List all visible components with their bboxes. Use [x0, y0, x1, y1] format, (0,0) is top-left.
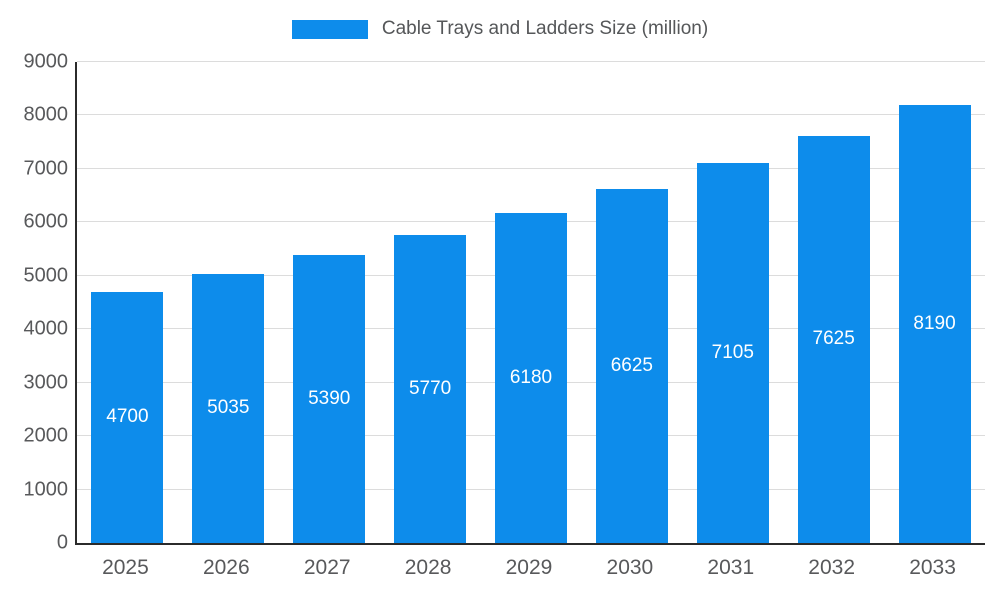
bar: 8190	[898, 105, 971, 543]
legend-swatch	[291, 19, 368, 39]
y-tick-label: 2000	[23, 424, 69, 447]
x-tick-label: 2031	[707, 556, 755, 579]
bar-value-label: 4700	[106, 406, 149, 428]
bar: 5390	[293, 254, 366, 543]
bar-slot: 8190	[884, 62, 985, 543]
y-axis: 0 1000 2000 3000 4000 5000 6000 7000 8000 9000	[0, 51, 69, 554]
y-tick-label: 9000	[23, 50, 69, 73]
y-tick-label: 7000	[23, 157, 69, 180]
y-tick-label: 6000	[23, 210, 69, 233]
bar-value-label: 6625	[610, 354, 654, 376]
bar-value-label: 7105	[711, 342, 754, 364]
y-tick-label: 5000	[23, 264, 69, 287]
bar-slot: 5770	[380, 62, 481, 543]
bar: 4700	[91, 291, 164, 543]
x-tick-label: 2028	[404, 556, 452, 579]
bar-value-label: 8190	[913, 313, 956, 335]
bar: 6625	[595, 188, 668, 543]
bar: 5035	[192, 273, 265, 543]
x-tick-label: 2027	[303, 556, 351, 579]
x-axis: 2025 2026 2027 2028 2029 2030 2031 2032 2033	[75, 550, 983, 584]
bar: 6180	[494, 212, 567, 543]
plot-area: 4700 5035 5390 5770 6180 6625 7105 7625 8190	[75, 61, 985, 545]
y-tick-label: 3000	[23, 371, 69, 394]
y-tick-label: 1000	[23, 478, 69, 501]
bar-slot: 5035	[178, 62, 279, 543]
bar: 7625	[797, 135, 870, 543]
bar: 7105	[696, 163, 769, 543]
bar-value-label: 5390	[308, 387, 351, 409]
x-tick-label: 2026	[202, 556, 250, 579]
legend-label: Cable Trays and Ladders Size (million)	[381, 18, 709, 39]
bar-value-label: 6180	[509, 366, 553, 388]
x-tick-label: 2029	[505, 556, 553, 579]
gridline	[77, 61, 985, 62]
bar-slot: 4700	[77, 62, 178, 543]
y-tick-label: 8000	[23, 103, 69, 126]
x-tick-label: 2033	[909, 556, 956, 579]
bar-value-label: 5770	[408, 377, 452, 399]
bar-slot: 6625	[581, 62, 682, 543]
bar-slot: 7105	[682, 62, 783, 543]
x-tick-label: 2030	[606, 556, 654, 579]
y-tick-label: 4000	[23, 317, 69, 340]
bar-value-label: 7625	[812, 328, 855, 350]
bar: 5770	[394, 234, 467, 543]
gridline	[77, 167, 985, 169]
bar-value-label: 5035	[207, 397, 250, 419]
bar-slot: 5390	[279, 62, 380, 543]
legend: Cable Trays and Ladders Size (million)	[0, 18, 1000, 40]
x-tick-label: 2025	[102, 556, 149, 579]
bar-slot: 6180	[481, 62, 582, 543]
y-tick-label: 0	[56, 531, 68, 554]
bar-slot: 7625	[783, 62, 884, 543]
gridline	[77, 114, 985, 116]
x-tick-label: 2032	[808, 556, 856, 579]
